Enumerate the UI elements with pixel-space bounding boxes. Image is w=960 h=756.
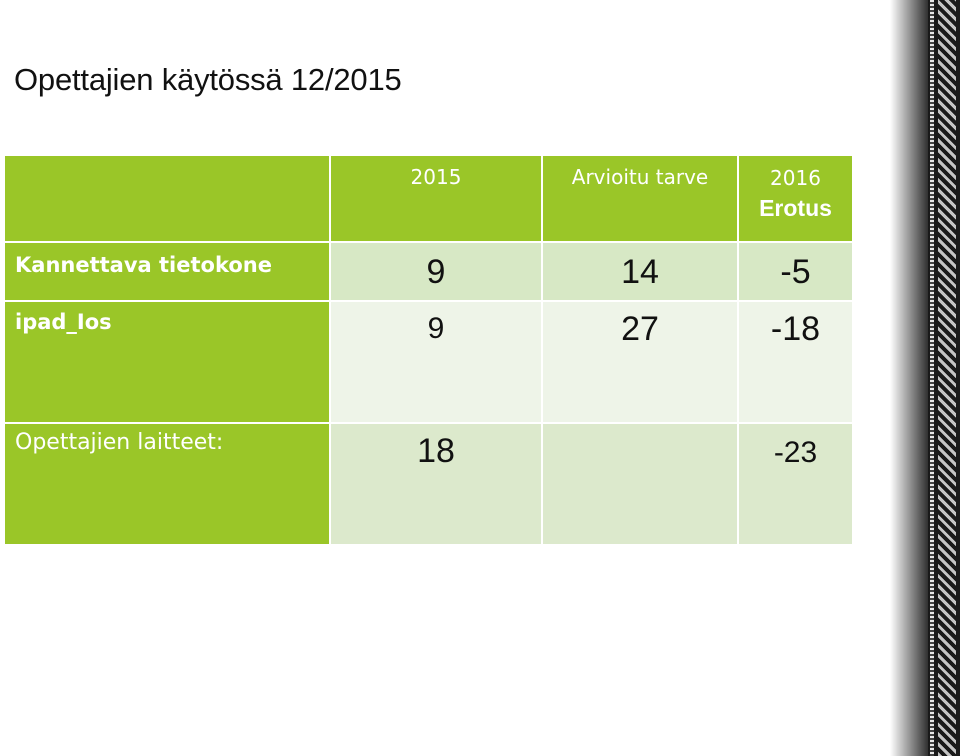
header-arvioitu-tarve-label: Arvioitu tarve [571,165,709,189]
row-label-opettajien-laitteet: Opettajien laitteet: [5,424,329,544]
cell-kannettava-2015: 9 [331,243,541,300]
cell-value: 9 [427,312,445,345]
cell-value: -23 [773,436,818,469]
row-label-text: Opettajien laitteet: [15,430,224,455]
header-2015: 2015 [331,156,541,241]
cell-value: 9 [426,253,446,291]
header-erotus-year: 2016 [770,166,821,190]
cell-ipad-erotus: -18 [739,302,852,422]
film-strip-edge-decoration [930,0,934,756]
header-corner-cell [5,156,329,241]
cell-value: 27 [621,310,659,348]
header-erotus: 2016 Erotus [739,156,852,241]
cell-value: 18 [417,432,455,470]
film-strip-holes-decoration [938,0,956,756]
slide-title: Opettajien käytössä 12/2015 [14,62,402,97]
cell-laitteet-erotus: -23 [739,424,852,544]
header-erotus-label: Erotus [759,195,832,221]
cell-value: 14 [621,253,659,291]
cell-ipad-tarve: 27 [543,302,737,422]
cell-kannettava-erotus: -5 [739,243,852,300]
header-arvioitu-tarve: Arvioitu tarve [543,156,737,241]
cell-ipad-2015: 9 [331,302,541,422]
cell-value: -18 [770,310,821,348]
cell-laitteet-tarve [543,424,737,544]
cell-value: -5 [780,253,811,291]
row-label-text: Kannettava tietokone [15,253,272,277]
edge-shadow-decoration [890,0,930,756]
cell-laitteet-2015: 18 [331,424,541,544]
row-label-text: ipad_Ios [15,310,112,334]
header-2015-label: 2015 [410,165,462,189]
row-label-kannettava: Kannettava tietokone [5,243,329,300]
row-label-ipad: ipad_Ios [5,302,329,422]
cell-kannettava-tarve: 14 [543,243,737,300]
